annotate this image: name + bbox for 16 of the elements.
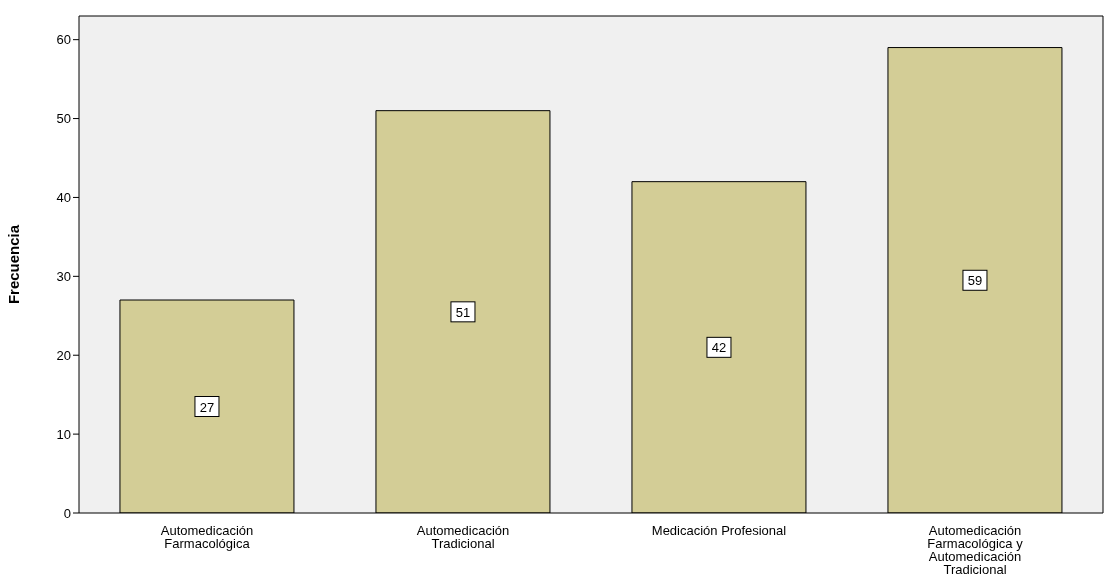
- x-tick-label: Automedicación Tradicional: [416, 523, 510, 551]
- y-tick-label: 60: [56, 32, 71, 48]
- data-label: 59: [967, 273, 983, 289]
- y-tick-label: 20: [56, 347, 71, 363]
- data-label: 51: [455, 304, 471, 320]
- x-tick-label: Automedicación Farmacológica y Automedicación Tradicional: [927, 523, 1024, 577]
- y-tick-label: 0: [63, 505, 71, 521]
- y-tick-label: 10: [56, 426, 71, 442]
- x-tick-label: Automedicación Farmacológica: [160, 523, 254, 551]
- y-tick-label: 30: [56, 268, 71, 284]
- y-tick-label: 40: [56, 190, 71, 206]
- data-label: 42: [711, 340, 727, 356]
- x-tick-label: Medicación Profesional: [651, 523, 787, 538]
- y-tick-label: 50: [56, 111, 71, 127]
- y-axis-title: Frecuencia: [5, 224, 23, 305]
- data-label: 27: [199, 399, 215, 415]
